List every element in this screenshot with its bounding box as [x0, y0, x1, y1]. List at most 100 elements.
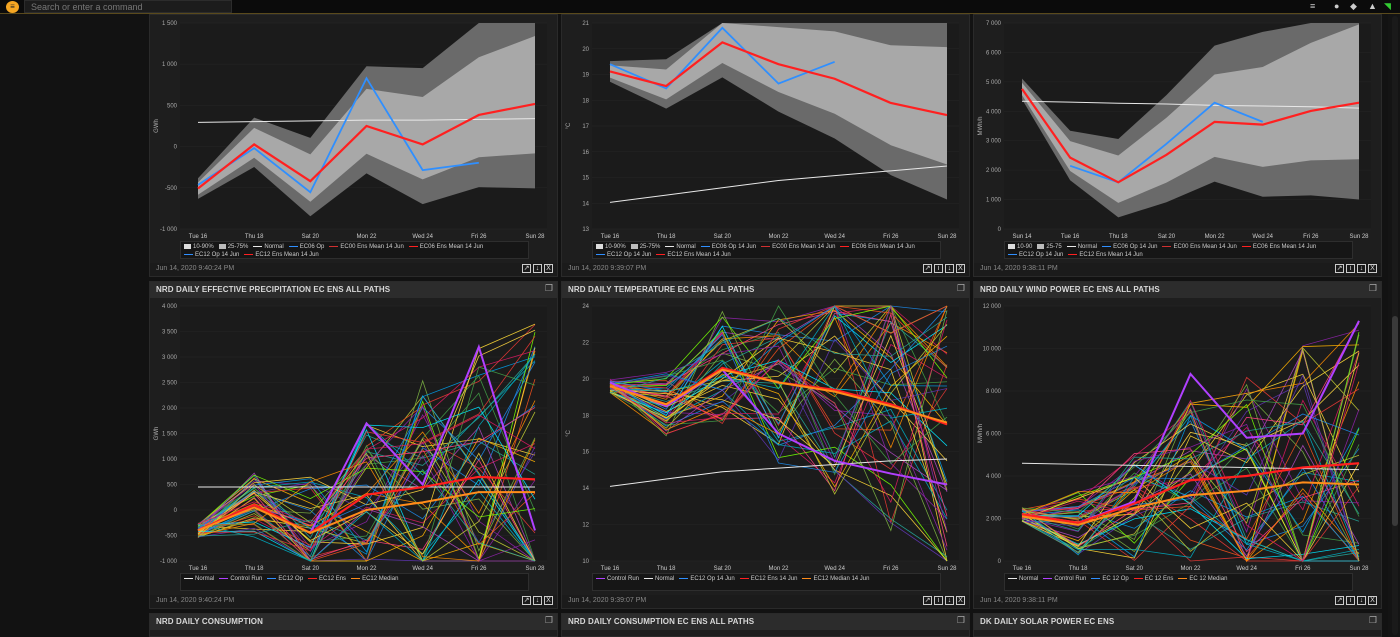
x-tick-label: Tue 16 [601, 234, 620, 240]
ensemble-path [609, 337, 948, 533]
legend-item[interactable]: 10-90% [596, 243, 626, 251]
legend-item[interactable]: EC12 Op 14 Jun [596, 251, 651, 259]
legend-item[interactable]: EC12 Op 14 Jun [184, 251, 239, 259]
export-icon[interactable]: ↗ [923, 596, 932, 605]
legend-item[interactable]: 25-75 [1037, 243, 1062, 251]
legend-item[interactable]: EC06 Ens Mean 14 Jun [408, 243, 483, 251]
legend-item[interactable]: EC12 Op 14 Jun [679, 575, 735, 583]
legend-item[interactable]: Normal [665, 243, 696, 251]
legend-item[interactable]: Normal [644, 575, 674, 583]
export-icon[interactable]: ↗ [1335, 264, 1344, 273]
ensemble-path [197, 411, 536, 562]
legend-item[interactable]: EC12 Op [267, 575, 303, 583]
legend-item[interactable]: Normal [1008, 575, 1038, 583]
legend-item[interactable]: EC12 Median 14 Jun [802, 575, 869, 583]
legend-item[interactable]: Normal [253, 243, 284, 251]
x-tick-label: Tue 16 [1013, 566, 1032, 572]
legend-item[interactable]: EC 12 Ens [1133, 575, 1173, 583]
export-icon[interactable]: ↗ [1335, 596, 1344, 605]
x-tick-label: Mon 22 [356, 234, 377, 240]
maximize-icon[interactable]: ❐ [544, 283, 553, 293]
x-tick-label: Sat 20 [1158, 234, 1176, 240]
excel-icon[interactable]: X [956, 596, 965, 605]
ensemble-path [609, 334, 948, 486]
legend-swatch [1008, 577, 1017, 580]
legend-item[interactable]: EC 12 Op [1091, 575, 1129, 583]
legend-swatch [1102, 245, 1112, 248]
legend-label: 10-90% [193, 244, 214, 250]
excel-icon[interactable]: X [544, 596, 553, 605]
legend-label: 25-75% [639, 244, 661, 250]
download-icon[interactable]: ↓ [533, 264, 542, 273]
export-icon[interactable]: ↗ [522, 264, 531, 273]
chat-icon[interactable]: ◆ [1350, 1, 1357, 11]
download-icon[interactable]: ↓ [1357, 596, 1366, 605]
panel-timestamp: Jun 14, 2020 9:38:11 PM [980, 597, 1058, 604]
series-line-ec12-ens-mean-14-jun [1021, 88, 1360, 184]
bell-icon[interactable]: ▲ [1368, 1, 1377, 11]
legend-item[interactable]: Control Run [1043, 575, 1086, 583]
legend-item[interactable]: 25-75% [630, 243, 661, 251]
info-icon[interactable]: i [934, 596, 943, 605]
legend-item[interactable]: 25-75% [218, 243, 248, 251]
x-tick-label: Thu 18 [657, 566, 676, 572]
maximize-icon[interactable]: ❐ [1368, 615, 1377, 625]
legend-item[interactable]: Control Run [596, 575, 639, 583]
excel-icon[interactable]: X [544, 264, 553, 273]
legend-label: EC12 Median [362, 576, 399, 582]
legend-item[interactable]: EC06 Op [288, 243, 324, 251]
menu-icon[interactable]: ≡ [1310, 1, 1316, 11]
info-icon[interactable]: i [934, 264, 943, 273]
excel-icon[interactable]: X [956, 264, 965, 273]
ensemble-path [609, 332, 948, 484]
maximize-icon[interactable]: ❐ [956, 615, 965, 625]
x-tick-label: Mon 22 [1205, 234, 1226, 240]
legend-item[interactable]: EC12 Ens Mean 14 Jun [244, 251, 319, 259]
legend-item[interactable]: Normal [184, 575, 214, 583]
legend-item[interactable]: EC06 Ens Mean 14 Jun [840, 243, 915, 251]
legend-item[interactable]: EC06 Op 14 Jun [1102, 243, 1157, 251]
legend-label: EC06 Ens Mean 14 Jun [1252, 244, 1317, 250]
legend-item[interactable]: EC00 Ens Mean 14 Jun [1162, 243, 1237, 251]
legend-item[interactable]: EC12 Ens 14 Jun [739, 575, 797, 583]
download-icon[interactable]: ↓ [945, 264, 954, 273]
legend-item[interactable]: EC12 Ens [308, 575, 346, 583]
legend-swatch [840, 245, 850, 248]
command-search-input[interactable]: Search or enter a command [24, 0, 232, 13]
user-icon[interactable]: ● [1334, 1, 1340, 11]
download-icon[interactable]: ↓ [945, 596, 954, 605]
excel-icon[interactable]: X [1368, 596, 1377, 605]
legend-item[interactable]: EC12 Median [351, 575, 398, 583]
legend [592, 241, 941, 259]
legend-item[interactable]: EC12 Ens Mean 14 Jun [1068, 251, 1143, 259]
legend-item[interactable]: EC12 Op 14 Jun [1008, 251, 1063, 259]
info-icon[interactable]: i [1346, 264, 1355, 273]
panel-timestamp: Jun 14, 2020 9:40:24 PM [156, 597, 235, 604]
y-tick-label: -1 000 [160, 227, 178, 233]
y-tick-label: 18 [582, 98, 589, 104]
legend-item[interactable]: EC06 Op 14 Jun [700, 243, 756, 251]
legend-item[interactable]: 10-90 [1008, 243, 1032, 251]
legend-item[interactable]: EC00 Ens Mean 14 Jun [761, 243, 835, 251]
scrollbar-thumb[interactable] [1392, 316, 1398, 526]
maximize-icon[interactable]: ❐ [1368, 283, 1377, 293]
app-logo-icon[interactable]: ≡ [6, 1, 19, 13]
export-icon[interactable]: ↗ [522, 596, 531, 605]
maximize-icon[interactable]: ❐ [956, 283, 965, 293]
legend-item[interactable]: 10-90% [184, 243, 214, 251]
legend-swatch [679, 577, 689, 580]
legend-item[interactable]: EC00 Ens Mean 14 Jun [329, 243, 404, 251]
legend-item[interactable]: Normal [1066, 243, 1097, 251]
legend-item[interactable]: EC12 Ens Mean 14 Jun [656, 251, 731, 259]
download-icon[interactable]: ↓ [1357, 264, 1366, 273]
legend-item[interactable]: EC 12 Median [1178, 575, 1227, 583]
ensemble-path [609, 310, 948, 426]
legend [180, 241, 529, 259]
excel-icon[interactable]: X [1368, 264, 1377, 273]
download-icon[interactable]: ↓ [533, 596, 542, 605]
legend-item[interactable]: Control Run [219, 575, 262, 583]
maximize-icon[interactable]: ❐ [544, 615, 553, 625]
info-icon[interactable]: i [1346, 596, 1355, 605]
legend-item[interactable]: EC06 Ens Mean 14 Jun [1241, 243, 1317, 251]
export-icon[interactable]: ↗ [923, 264, 932, 273]
